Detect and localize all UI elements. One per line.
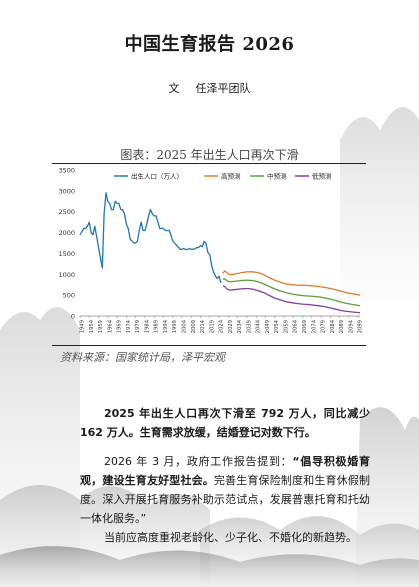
paragraph-births-summary: 2025 年出生人口再次下滑至 792 万人，同比减少 162 万人。生育需求放…	[80, 404, 370, 442]
paragraph-2-rest: 完善生育保险制度和生育休假制度。深入开展托育服务补助示范试点，发展普惠托育和托幼…	[80, 474, 371, 525]
legend-label-3: 低预测	[312, 172, 332, 181]
births-line-chart: 0 500 1000 1500 2000 2500 3000 3500 1949 1954 1959…	[58, 167, 364, 334]
figure-bottom-rule	[52, 345, 366, 346]
byline: 文 任泽平团队	[0, 80, 419, 96]
figure-source: 资料来源：国家统计局，泽平宏观	[60, 351, 225, 364]
series-line-1	[222, 270, 361, 296]
series-line-2	[222, 278, 361, 307]
y-tick-label: 500	[63, 292, 75, 300]
x-tick-label: 2079	[321, 320, 327, 333]
y-tick-label: 2500	[58, 208, 75, 216]
x-tick-label: 1989	[154, 320, 160, 333]
x-tick-label: 2054	[274, 319, 280, 333]
x-tick-label: 2084	[330, 319, 336, 333]
x-tick-label: 2004	[181, 319, 187, 333]
x-tick-label: 2089	[339, 320, 345, 333]
x-tick-label: 2019	[209, 320, 215, 333]
x-tick-label: 1994	[163, 319, 169, 333]
legend-label-1: 高预测	[221, 172, 241, 181]
x-tick-label: 1974	[126, 319, 132, 333]
paragraph-government-report: 2026 年 3 月，政府工作报告提到：“倡导积极婚育观，建设生育友好型社会。完…	[80, 452, 370, 528]
legend-label-0: 出生人口（万人）	[131, 172, 183, 181]
figure-top-rule	[52, 163, 366, 164]
page-title: 中国生育报告 2026	[124, 34, 295, 55]
x-tick-label: 2069	[302, 320, 308, 333]
x-tick-label: 1969	[117, 320, 123, 333]
paragraph-3-text: 当前应高度重视老龄化、少子化、不婚化的新趋势。	[104, 531, 357, 544]
x-tick-label: 2059	[283, 320, 289, 333]
x-tick-label: 2039	[246, 320, 252, 333]
y-tick-label: 3500	[58, 167, 75, 175]
legend-label-2: 中预测	[267, 172, 287, 181]
y-tick-label: 0	[71, 313, 75, 321]
y-tick-label: 1500	[58, 250, 75, 258]
x-tick-label: 1949	[80, 320, 86, 333]
x-tick-label: 2064	[293, 319, 299, 333]
x-tick-label: 2029	[228, 320, 234, 333]
figure-caption: 图表：2025 年出生人口再次下滑	[120, 148, 299, 162]
paragraph-1-text: 2025 年出生人口再次下滑至 792 万人，同比减少 162 万人。生育需求放…	[80, 407, 370, 439]
paragraph-2-lead: 2026 年 3 月，政府工作报告提到：	[104, 455, 293, 468]
series-line-3	[222, 285, 361, 314]
paragraph-trends: 当前应高度重视老龄化、少子化、不婚化的新趋势。	[80, 528, 370, 547]
y-tick-label: 2000	[58, 229, 75, 237]
x-tick-label: 1964	[107, 319, 113, 333]
x-tick-label: 1979	[135, 320, 141, 333]
x-tick-label: 2094	[348, 319, 354, 333]
x-tick-label: 2034	[237, 319, 243, 333]
y-tick-label: 3000	[58, 187, 75, 195]
x-tick-label: 2044	[256, 319, 262, 333]
x-tick-label: 2024	[219, 319, 225, 333]
x-tick-label: 1959	[98, 320, 104, 333]
x-tick-label: 1954	[89, 319, 95, 333]
byline-author: 任泽平团队	[195, 82, 251, 95]
x-tick-label: 2074	[311, 319, 317, 333]
x-tick-label: 1999	[172, 320, 178, 333]
x-tick-label: 2014	[200, 319, 206, 333]
x-tick-label: 2099	[358, 320, 364, 333]
x-tick-label: 1984	[144, 319, 150, 333]
byline-prefix: 文	[168, 82, 180, 95]
x-tick-label: 2009	[191, 320, 197, 333]
paragraph-2-bold: “倡导积极婚育观，建设生育友好型社会。	[80, 455, 371, 487]
x-tick-label: 2049	[265, 320, 271, 333]
series-line-0	[79, 192, 222, 284]
y-tick-label: 1000	[58, 271, 75, 279]
